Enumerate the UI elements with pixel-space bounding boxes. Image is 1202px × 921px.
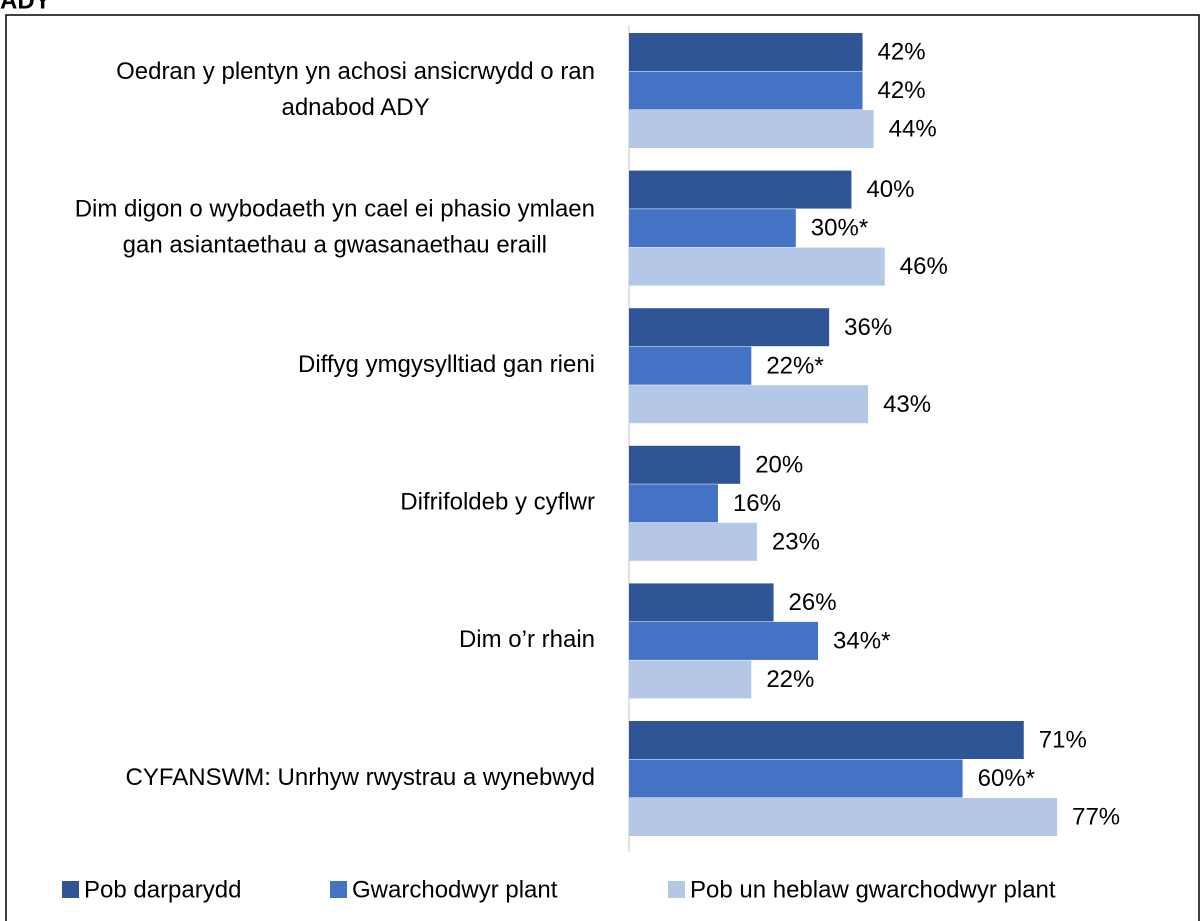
value-label: 60%* — [978, 765, 1035, 792]
value-label: 77% — [1072, 804, 1120, 831]
category-label: CYFANSWM: Unrhyw rwystrau a wynebwyd — [126, 764, 595, 791]
value-label: 71% — [1039, 727, 1087, 754]
bar — [629, 798, 1058, 836]
bar — [629, 110, 874, 148]
bar — [629, 385, 869, 424]
category-label: Diffyg ymgysylltiad gan rieni — [298, 351, 595, 378]
value-label: 42% — [878, 39, 926, 66]
value-label: 34%* — [833, 627, 890, 654]
value-label: 40% — [866, 176, 914, 203]
category-line: adnabod ADY — [281, 94, 429, 121]
bar — [629, 759, 963, 798]
category-label: Difrifoldeb y cyflwr — [400, 489, 595, 516]
legend-label: Pob darparydd — [84, 876, 241, 903]
chart-border — [5, 14, 1200, 921]
bar — [629, 660, 752, 699]
bar — [629, 621, 819, 660]
bar — [629, 583, 774, 622]
bar — [629, 308, 830, 347]
bar — [629, 346, 752, 385]
category-label: Dim digon o wybodaeth yn cael ei phasio … — [75, 196, 595, 259]
value-label: 26% — [789, 589, 837, 616]
category-line: Diffyg ymgysylltiad gan rieni — [298, 351, 595, 378]
value-label: 46% — [900, 253, 948, 280]
value-label: 30%* — [811, 215, 868, 242]
legend-label: Pob un heblaw gwarchodwyr plant — [690, 876, 1056, 903]
legend-swatch — [668, 881, 685, 898]
category-line: Oedran y plentyn yn achosi ansicrwydd o … — [116, 58, 595, 85]
legend-swatch — [330, 881, 347, 898]
value-label: 20% — [755, 451, 803, 478]
value-label: 43% — [883, 391, 931, 418]
category-line: CYFANSWM: Unrhyw rwystrau a wynebwyd — [126, 764, 595, 791]
bar — [629, 71, 863, 110]
value-label: 44% — [889, 116, 937, 143]
category-line: Difrifoldeb y cyflwr — [400, 489, 595, 516]
value-label: 42% — [878, 77, 926, 104]
legend-label: Gwarchodwyr plant — [352, 876, 558, 903]
category-label: Oedran y plentyn yn achosi ansicrwydd o … — [116, 58, 595, 121]
bar — [629, 721, 1024, 759]
bar — [629, 33, 863, 71]
value-label: 22% — [766, 666, 814, 693]
value-label: 22%* — [766, 352, 823, 379]
category-label: Dim o’r rhain — [459, 626, 595, 653]
value-label: 16% — [733, 490, 781, 517]
value-label: 23% — [772, 528, 820, 555]
value-label: 36% — [844, 314, 892, 341]
bar — [629, 209, 796, 248]
bar — [629, 522, 757, 561]
bar — [629, 484, 718, 523]
bar — [629, 247, 885, 286]
chart-title: ADY — [0, 0, 51, 14]
category-line: Dim o’r rhain — [459, 626, 595, 653]
bar — [629, 170, 852, 209]
category-line: gan asiantaethau a gwasanaethau eraill — [123, 232, 547, 259]
legend-swatch — [62, 881, 79, 898]
bar — [629, 445, 741, 484]
category-line: Dim digon o wybodaeth yn cael ei phasio … — [75, 196, 595, 223]
